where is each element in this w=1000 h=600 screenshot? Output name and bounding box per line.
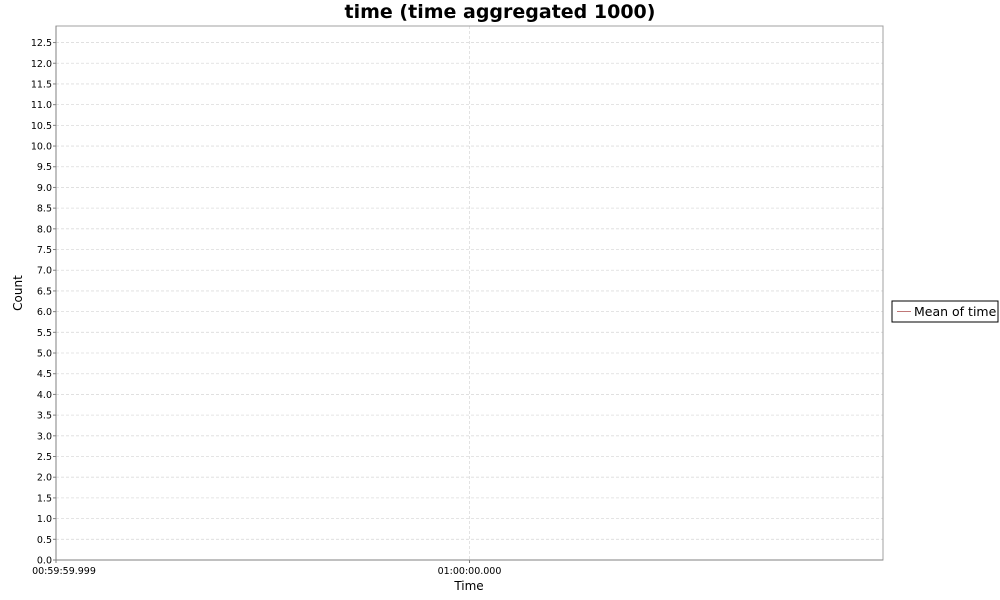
y-tick-label: 11.5	[31, 79, 52, 90]
y-tick-label: 4.5	[37, 369, 52, 380]
y-tick-label: 6.5	[37, 286, 52, 297]
y-tick-label: 6.0	[37, 307, 52, 318]
grid	[56, 26, 883, 560]
y-tick-label: 2.5	[37, 452, 52, 463]
x-tick-label: 01:00:00.000	[438, 566, 502, 577]
y-tick-label: 3.0	[37, 431, 52, 442]
y-tick-label: 7.5	[37, 245, 52, 256]
y-tick-label: 0.0	[37, 556, 52, 567]
y-tick-label: 9.5	[37, 162, 52, 173]
y-tick-label: 2.0	[37, 473, 52, 484]
y-tick-label: 5.5	[37, 328, 52, 339]
y-tick-label: 10.0	[31, 142, 52, 153]
y-tick-label: 1.5	[37, 493, 52, 504]
y-tick-label: 9.0	[37, 183, 52, 194]
x-axis-ticks: 00:59:59.999 01:00:00.000	[32, 560, 501, 577]
y-tick-label: 11.0	[31, 100, 52, 111]
y-tick-label: 8.0	[37, 224, 52, 235]
x-axis-label: Time	[453, 579, 483, 593]
y-tick-label: 0.5	[37, 535, 52, 546]
x-tick-label: 00:59:59.999	[32, 566, 96, 577]
y-tick-label: 1.0	[37, 514, 52, 525]
y-tick-label: 8.5	[37, 204, 52, 215]
legend-box	[891, 300, 999, 323]
y-tick-label: 3.5	[37, 411, 52, 422]
legend: Mean of time	[891, 300, 999, 323]
y-tick-label: 7.0	[37, 266, 52, 277]
y-tick-label: 12.0	[31, 59, 52, 70]
chart-title: time (time aggregated 1000)	[345, 1, 656, 23]
y-axis-ticks: 0.0 0.5 1.0 1.5 2.0 2.5 3.0 3.5 4.0 4.5 5.0 5.5 6.0 6…	[31, 38, 56, 567]
y-tick-label: 12.5	[31, 38, 52, 49]
y-axis-label: Count	[11, 275, 25, 311]
legend-entry-mean-of-time: Mean of time	[914, 304, 997, 319]
y-tick-label: 10.5	[31, 121, 52, 132]
y-tick-label: 4.0	[37, 390, 52, 401]
y-tick-label: 5.0	[37, 349, 52, 360]
